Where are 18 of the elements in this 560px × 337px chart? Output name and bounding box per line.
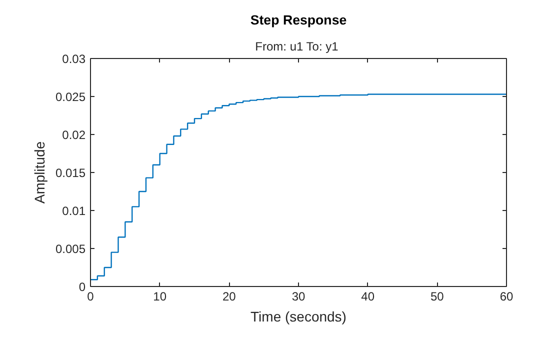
x-tick-label: 40	[361, 290, 375, 304]
y-tick-label: 0.005	[55, 242, 86, 256]
y-tick-label: 0.03	[62, 52, 86, 66]
x-tick-label: 60	[500, 290, 514, 304]
x-axis-title: Time (seconds)	[250, 308, 346, 324]
x-tick-label: 30	[292, 290, 306, 304]
y-tick-label: 0.015	[55, 166, 86, 180]
x-tick-label: 20	[222, 290, 236, 304]
y-tick-label: 0.025	[55, 90, 86, 104]
x-tick-label: 10	[153, 290, 167, 304]
chart-subtitle: From: u1 To: y1	[255, 40, 339, 54]
y-tick-label: 0.01	[62, 204, 86, 218]
y-axis-title: Amplitude	[31, 141, 48, 204]
x-tick-label: 0	[87, 290, 94, 304]
y-tick-label: 0	[78, 280, 86, 294]
y-tick-label: 0.02	[62, 128, 86, 142]
x-tick-label: 50	[430, 290, 444, 304]
chart-title: Step Response	[250, 12, 347, 28]
